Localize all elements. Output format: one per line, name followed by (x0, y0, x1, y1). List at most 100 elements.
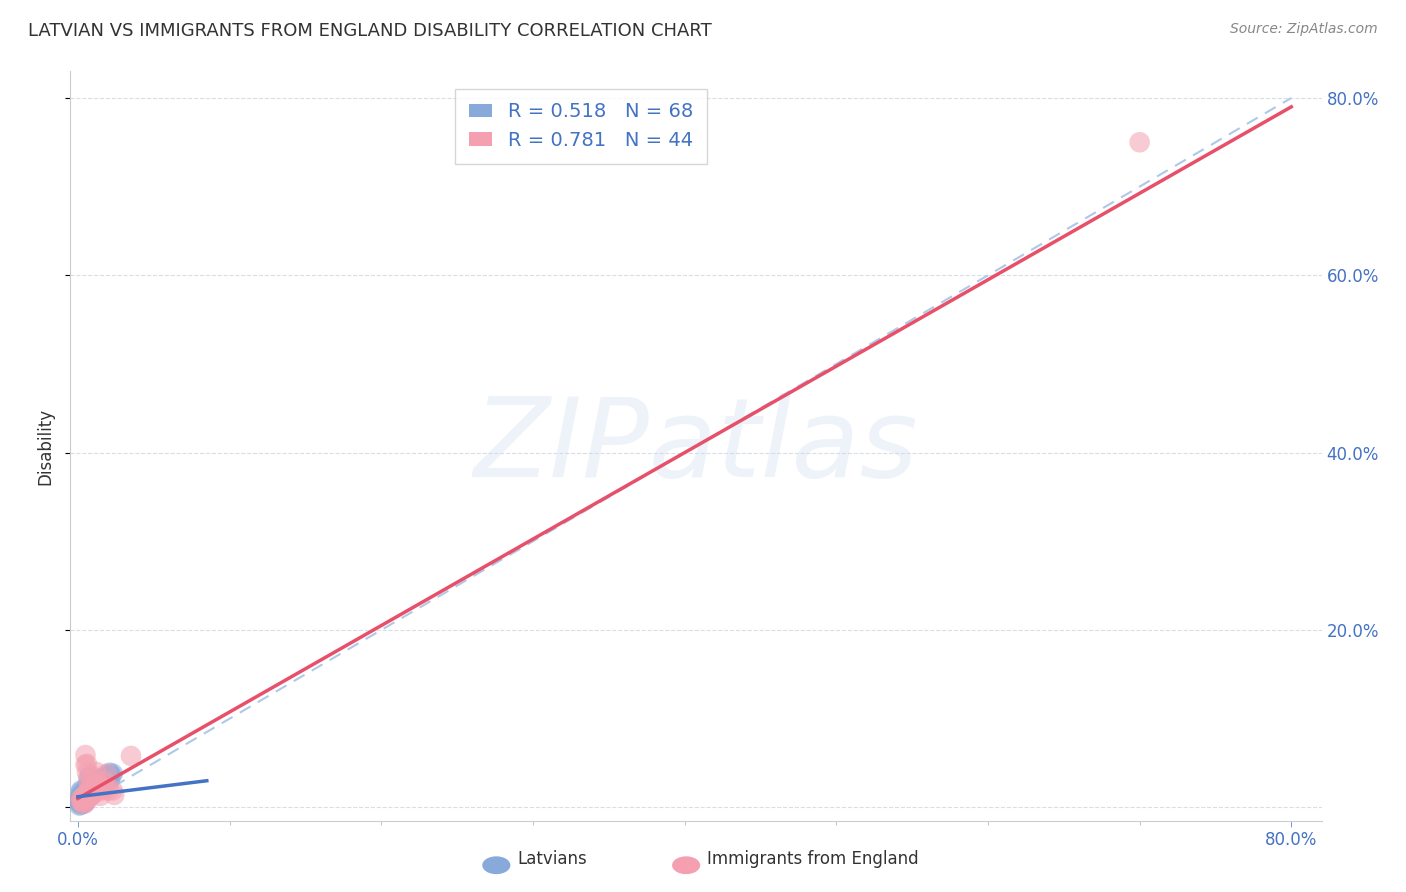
Point (77, 788, 100, 802)
Point (75, 791, 97, 805)
Point (79, 786, 101, 800)
Point (73, 797, 96, 811)
Point (70, 796, 93, 810)
Point (75, 792, 97, 806)
Point (90, 774, 112, 789)
Point (100, 768, 122, 782)
Text: Source: ZipAtlas.com: Source: ZipAtlas.com (1230, 22, 1378, 37)
Point (76, 790, 98, 805)
Point (72, 791, 94, 805)
Point (82, 782, 104, 797)
Point (97, 770, 120, 784)
Point (70, 791, 93, 805)
Point (97, 767, 120, 781)
Point (98, 765, 121, 780)
Point (82, 787, 104, 801)
Point (75, 757, 97, 772)
Point (82, 776, 104, 790)
Point (72, 795, 94, 809)
Point (84, 779, 107, 793)
Point (75, 747, 97, 762)
Point (77, 771, 100, 785)
Text: LATVIAN VS IMMIGRANTS FROM ENGLAND DISABILITY CORRELATION CHART: LATVIAN VS IMMIGRANTS FROM ENGLAND DISAB… (28, 22, 711, 40)
Point (73, 789, 96, 803)
Point (77, 788, 100, 802)
Point (70, 788, 93, 802)
Point (73, 795, 96, 809)
Point (73, 793, 96, 807)
Point (94, 775, 117, 789)
Point (1129, 136, 1152, 150)
Point (77, 789, 100, 803)
Text: Latvians: Latvians (517, 850, 588, 868)
Point (79, 787, 101, 801)
Point (103, 788, 125, 802)
Point (76, 788, 98, 802)
Point (73, 789, 96, 804)
Point (97, 783, 120, 797)
Point (73, 786, 96, 800)
Point (77, 781, 100, 796)
Point (82, 780, 104, 794)
Legend: R = 0.518   N = 68, R = 0.781   N = 44: R = 0.518 N = 68, R = 0.781 N = 44 (456, 88, 707, 163)
Point (80, 785, 103, 799)
Point (70, 783, 93, 797)
Point (70, 790, 93, 805)
Point (96, 769, 118, 783)
Point (87, 776, 110, 790)
Point (79, 780, 101, 795)
Point (75, 782, 97, 797)
Point (96, 766, 118, 780)
Point (76, 784, 98, 798)
Point (79, 768, 101, 782)
Point (72, 792, 94, 806)
Point (101, 766, 124, 780)
Point (87, 784, 110, 798)
Point (91, 776, 114, 790)
Point (101, 783, 124, 797)
Point (86, 781, 108, 796)
Point (79, 790, 101, 805)
Point (84, 764, 107, 779)
Text: Immigrants from England: Immigrants from England (707, 850, 920, 868)
Point (83, 780, 105, 795)
Point (67, 796, 90, 810)
Point (94, 773, 117, 788)
Point (72, 789, 94, 804)
Point (93, 782, 115, 797)
Point (80, 778, 103, 792)
Point (73, 789, 96, 803)
Point (83, 780, 105, 795)
Point (72, 796, 94, 810)
Point (75, 796, 97, 810)
Point (83, 783, 105, 797)
Point (98, 773, 121, 788)
Point (77, 774, 100, 789)
Point (82, 783, 104, 797)
Point (67, 792, 90, 806)
Point (67, 798, 90, 813)
Point (84, 777, 107, 791)
Point (80, 787, 103, 801)
Point (76, 785, 98, 799)
Point (86, 780, 108, 795)
Point (72, 792, 94, 806)
Point (75, 794, 97, 808)
Point (93, 775, 115, 789)
Point (94, 774, 117, 789)
Point (82, 783, 104, 797)
Point (75, 794, 97, 808)
Point (75, 794, 97, 808)
Point (76, 789, 98, 804)
Point (67, 793, 90, 807)
Point (73, 793, 96, 807)
Point (76, 779, 98, 793)
Point (70, 797, 93, 812)
Point (76, 787, 98, 801)
Point (76, 765, 98, 780)
Point (76, 756, 98, 771)
Point (72, 795, 94, 809)
Point (70, 785, 93, 799)
Point (91, 779, 114, 793)
Point (91, 772, 114, 787)
